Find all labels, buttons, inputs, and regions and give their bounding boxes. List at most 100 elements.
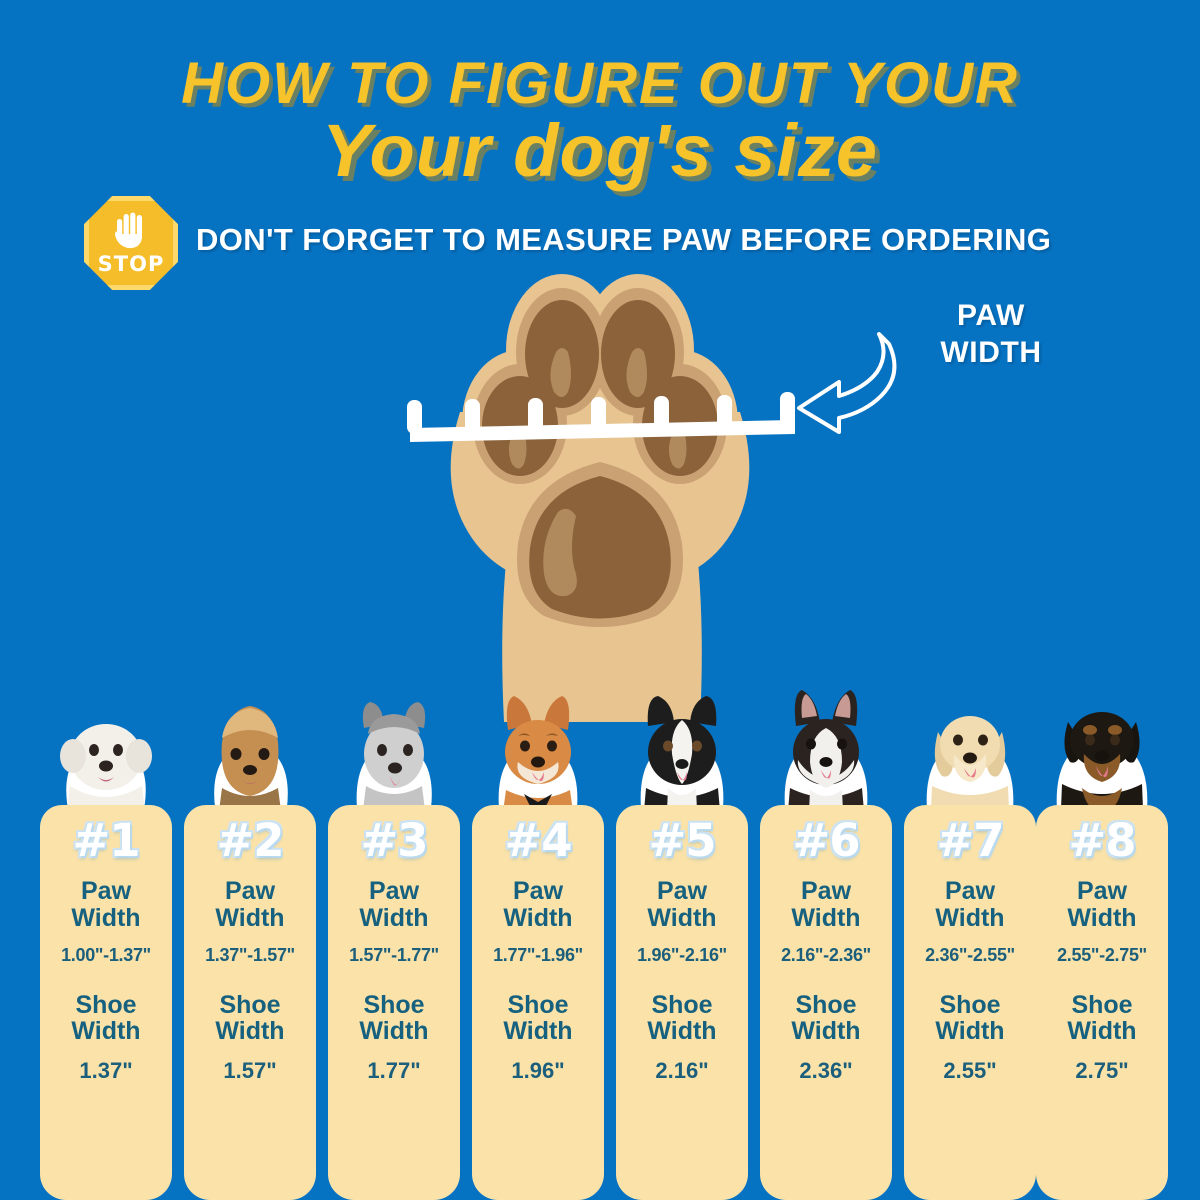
paw-label-line1: Paw <box>800 877 852 906</box>
shoe-label-line2: Width <box>503 1017 573 1045</box>
paw-label-line1: Paw <box>944 877 996 906</box>
shoe-label-line2: Width <box>215 1017 285 1045</box>
caliper-ruler-icon <box>407 392 795 442</box>
card-shoe-width-value: 1.77" <box>367 1058 421 1084</box>
shoe-label-line1: Shoe <box>939 990 1001 1019</box>
shoe-label-line1: Shoe <box>507 990 569 1019</box>
shoe-label-line1: Shoe <box>219 990 281 1019</box>
card-rank: #2 <box>216 814 284 867</box>
card-rank: #5 <box>648 814 716 867</box>
card-paw-width-value: 2.16"-2.36" <box>781 944 871 965</box>
card-paw-width-value: 1.00"-1.37" <box>61 944 151 965</box>
paw-label-line1: Paw <box>1076 877 1128 906</box>
card-paw-width-value: 1.37"-1.57" <box>205 944 295 965</box>
card-shoe-width-value: 1.37" <box>79 1058 133 1084</box>
card-paw-width-value: 1.57"-1.77" <box>349 944 439 965</box>
card-shoe-width-label: Shoe Width <box>616 990 748 1045</box>
paw-label-line2: Width <box>1067 903 1137 932</box>
stop-sign-label: STOP <box>97 252 165 276</box>
shoe-label-line1: Shoe <box>651 990 713 1019</box>
card-rank: #1 <box>72 814 140 867</box>
card-body-5[interactable]: #5 Paw Width 1.96"-2.16" Shoe Width 2.16… <box>616 805 748 1200</box>
card-shoe-width-label: Shoe Width <box>472 990 604 1045</box>
curved-arrow-icon <box>797 332 897 434</box>
shoe-label-line1: Shoe <box>795 990 857 1019</box>
paw-label-line2: Width <box>791 903 861 932</box>
card-rank: #6 <box>792 814 860 867</box>
page-title-line2: Your dog's size <box>321 109 879 192</box>
card-body-3[interactable]: #3 Paw Width 1.57"-1.77" Shoe Width 1.77… <box>328 805 460 1200</box>
paw-illustration <box>390 262 810 722</box>
shoe-label-line1: Shoe <box>75 990 137 1019</box>
card-paw-width-value: 1.96"-2.16" <box>637 944 727 965</box>
card-shoe-width-value: 1.96" <box>511 1058 565 1084</box>
size-card-5: #5 Paw Width 1.96"-2.16" Shoe Width 2.16… <box>610 630 754 1200</box>
card-paw-width-label: Paw Width <box>184 878 316 931</box>
paw-label-line2: Width <box>71 903 141 932</box>
shoe-label-line1: Shoe <box>363 990 425 1019</box>
card-shoe-width-label: Shoe Width <box>904 990 1036 1045</box>
shoe-label-line1: Shoe <box>1071 990 1133 1019</box>
paw-label-line1: Paw <box>80 877 132 906</box>
card-rank: #7 <box>936 814 1004 867</box>
shoe-label-line2: Width <box>71 1017 141 1045</box>
card-shoe-width-value: 2.75" <box>1075 1058 1129 1084</box>
paw-label-line2: Width <box>359 903 429 932</box>
header: HOW TO FIGURE OUT YOUR Your dog's size S… <box>0 0 1200 290</box>
card-paw-width-value: 2.55"-2.75" <box>1057 944 1147 965</box>
size-card-7: #7 Paw Width 2.36"-2.55" Shoe Width 2.55… <box>898 630 1042 1200</box>
paw-label-line2: Width <box>935 903 1005 932</box>
stop-octagon-shape <box>84 196 178 290</box>
paw-label-line2: Width <box>215 903 285 932</box>
paw-label-line1: Paw <box>512 877 564 906</box>
card-rank: #8 <box>1068 814 1136 867</box>
card-shoe-width-label: Shoe Width <box>328 990 460 1045</box>
card-body-8[interactable]: #8 Paw Width 2.55"-2.75" Shoe Width 2.75… <box>1036 805 1168 1200</box>
card-shoe-width-label: Shoe Width <box>1036 990 1168 1045</box>
card-shoe-width-value: 2.16" <box>655 1058 709 1084</box>
card-paw-width-label: Paw Width <box>616 878 748 931</box>
card-body-2[interactable]: #2 Paw Width 1.37"-1.57" Shoe Width 1.57… <box>184 805 316 1200</box>
card-body-6[interactable]: #6 Paw Width 2.16"-2.36" Shoe Width 2.36… <box>760 805 892 1200</box>
page-title-line1: HOW TO FIGURE OUT YOUR <box>181 51 1019 116</box>
shoe-label-line2: Width <box>359 1017 429 1045</box>
card-shoe-width-label: Shoe Width <box>184 990 316 1045</box>
paw-width-callout: PAW WIDTH <box>886 298 1096 371</box>
size-chart-cards: #1 Paw Width 1.00"-1.37" Shoe Width 1.37… <box>0 630 1200 1200</box>
card-shoe-width-value: 2.36" <box>799 1058 853 1084</box>
size-card-8: #8 Paw Width 2.55"-2.75" Shoe Width 2.75… <box>1030 630 1174 1200</box>
paw-width-callout-line1: PAW <box>957 299 1025 332</box>
card-paw-width-label: Paw Width <box>760 878 892 931</box>
card-paw-width-label: Paw Width <box>328 878 460 931</box>
subtitle: DON'T FORGET TO MEASURE PAW BEFORE ORDER… <box>196 222 1052 257</box>
stop-sign-icon: STOP <box>84 196 178 290</box>
card-paw-width-label: Paw Width <box>1036 878 1168 931</box>
card-rank: #4 <box>504 814 572 867</box>
card-shoe-width-value: 1.57" <box>223 1058 277 1084</box>
size-card-2: #2 Paw Width 1.37"-1.57" Shoe Width 1.57… <box>178 630 322 1200</box>
card-body-4[interactable]: #4 Paw Width 1.77"-1.96" Shoe Width 1.96… <box>472 805 604 1200</box>
size-card-1: #1 Paw Width 1.00"-1.37" Shoe Width 1.37… <box>34 630 178 1200</box>
card-paw-width-value: 2.36"-2.55" <box>925 944 1015 965</box>
card-body-1[interactable]: #1 Paw Width 1.00"-1.37" Shoe Width 1.37… <box>40 805 172 1200</box>
card-shoe-width-value: 2.55" <box>943 1058 997 1084</box>
paw-label-line1: Paw <box>656 877 708 906</box>
paw-label-line2: Width <box>503 903 573 932</box>
card-body-7[interactable]: #7 Paw Width 2.36"-2.55" Shoe Width 2.55… <box>904 805 1036 1200</box>
paw-label-line1: Paw <box>224 877 276 906</box>
card-paw-width-label: Paw Width <box>472 878 604 931</box>
size-card-6: #6 Paw Width 2.16"-2.36" Shoe Width 2.36… <box>754 630 898 1200</box>
paw-label-line2: Width <box>647 903 717 932</box>
shoe-label-line2: Width <box>1067 1017 1137 1045</box>
hand-icon <box>115 212 142 249</box>
paw-width-callout-line2: WIDTH <box>940 335 1042 369</box>
card-paw-width-label: Paw Width <box>904 878 1036 931</box>
paw-label-line1: Paw <box>368 877 420 906</box>
card-paw-width-label: Paw Width <box>40 878 172 931</box>
size-card-3: #3 Paw Width 1.57"-1.77" Shoe Width 1.77… <box>322 630 466 1200</box>
shoe-label-line2: Width <box>791 1017 861 1045</box>
size-card-4: #4 Paw Width 1.77"-1.96" Shoe Width 1.96… <box>466 630 610 1200</box>
shoe-label-line2: Width <box>935 1017 1005 1045</box>
shoe-label-line2: Width <box>647 1017 717 1045</box>
card-rank: #3 <box>360 814 428 867</box>
